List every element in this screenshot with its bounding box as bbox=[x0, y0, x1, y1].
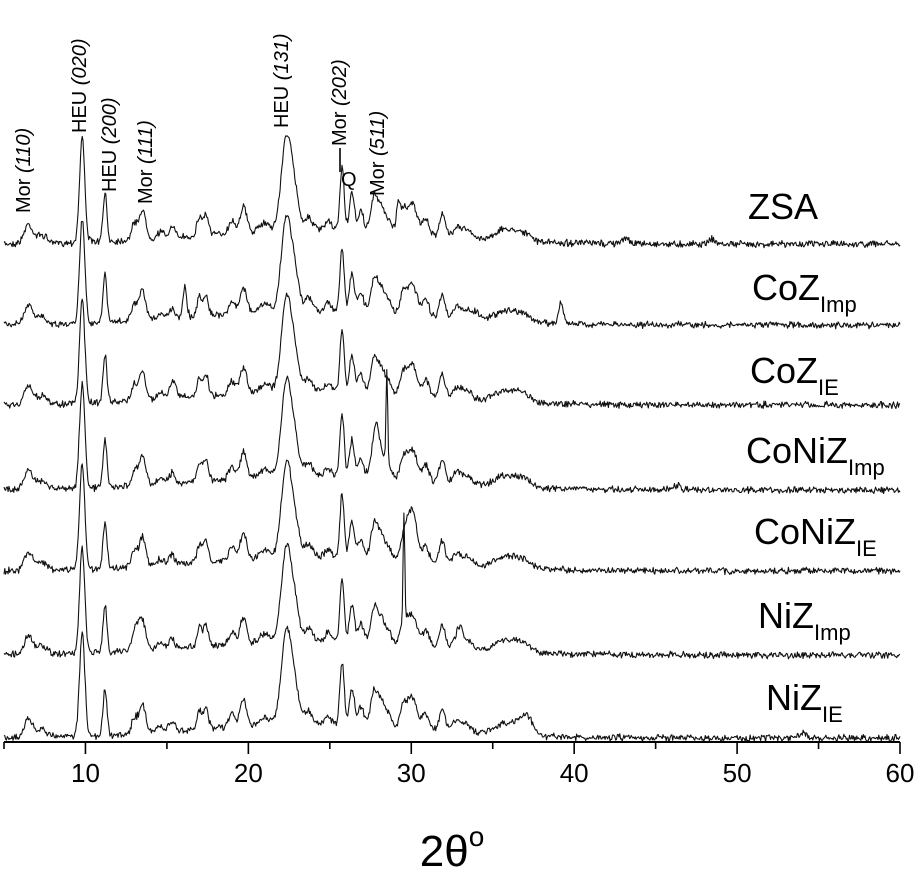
x-tick-label: 20 bbox=[234, 758, 263, 788]
series-label-coniimp: CoNiZImp bbox=[746, 430, 885, 480]
trace-coimp bbox=[3, 215, 901, 330]
x-tick-label: 60 bbox=[886, 758, 915, 788]
x-tick-label: 30 bbox=[397, 758, 426, 788]
trace-coniimp bbox=[3, 368, 901, 495]
peak-label-mor-511: Mor (511) bbox=[367, 111, 389, 196]
x-tick-label: 50 bbox=[723, 758, 752, 788]
peak-label-q-: Q bbox=[341, 169, 357, 191]
peak-annotations: Mor (110) HEU (020) HEU (200) Mor (111) HEU … bbox=[13, 34, 389, 213]
x-axis-title: 2θo bbox=[420, 821, 485, 876]
series-label-conie: CoNiZIE bbox=[754, 511, 877, 561]
peak-label-mor-202: Mor (202) bbox=[329, 59, 351, 146]
diffraction-traces bbox=[3, 135, 901, 743]
series-label-niimp: NiZImp bbox=[758, 595, 851, 645]
series-label-coie: CoZIE bbox=[750, 350, 839, 400]
series-label-niie: NiZIE bbox=[766, 677, 843, 727]
trace-niimp bbox=[3, 512, 901, 660]
series-labels: ZSA CoZImp CoZIE CoNiZImp CoNiZIE NiZImp NiZIE bbox=[746, 186, 885, 727]
x-axis-ticks: 10 20 30 40 50 60 bbox=[3, 742, 915, 788]
trace-zsa bbox=[3, 135, 901, 249]
peak-label-heu-020: HEU (020) bbox=[69, 39, 91, 133]
series-label-coimp: CoZImp bbox=[752, 267, 857, 317]
peak-label-mor-110: Mor (110) bbox=[13, 128, 35, 213]
trace-conie bbox=[3, 459, 901, 576]
series-label-zsa: ZSA bbox=[748, 186, 818, 227]
peak-label-heu-131: HEU (131) bbox=[271, 34, 293, 128]
peak-label-heu-200: HEU (200) bbox=[99, 98, 121, 192]
x-tick-label: 40 bbox=[560, 758, 589, 788]
trace-coie bbox=[3, 292, 901, 410]
peak-label-mor-111: Mor (111) bbox=[135, 120, 157, 204]
x-tick-label: 10 bbox=[71, 758, 100, 788]
trace-niie bbox=[3, 625, 901, 743]
